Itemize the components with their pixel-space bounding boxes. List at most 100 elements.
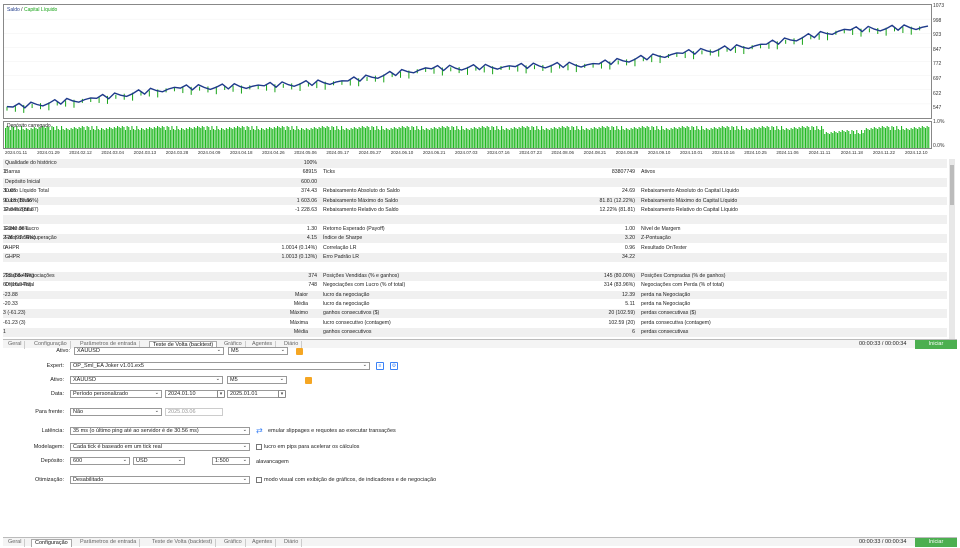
tab-graph[interactable]: Gráfico	[221, 539, 246, 547]
deposit-bar	[907, 129, 909, 148]
deposit-bar	[673, 127, 675, 148]
forward-select[interactable]: Não	[70, 408, 162, 416]
deposit-bar	[765, 128, 767, 148]
deposit-bar	[851, 130, 853, 148]
deposit-select[interactable]: 600	[70, 457, 130, 465]
deposit-bar	[430, 128, 432, 148]
stats-row: Perda Bruta -1 228.63 Rebaixamento Relativ…	[3, 206, 947, 215]
partial-symbol-select[interactable]: XAUUSD	[74, 347, 224, 355]
deposit-bar	[377, 129, 379, 148]
deposit-bar	[158, 127, 160, 148]
deposit-bar	[485, 128, 487, 148]
deposit-bar	[697, 129, 699, 148]
deposit-bar	[830, 132, 832, 148]
tab-graph[interactable]: Gráfico	[221, 341, 246, 349]
stats-cell: perda na Negociação	[641, 291, 691, 298]
date-mode-select[interactable]: Período personalizado	[70, 390, 162, 398]
stats-cell: 1.0014 (0.14%)	[281, 244, 317, 251]
legend-balance: Saldo	[7, 7, 20, 13]
deposit-bar	[667, 129, 669, 148]
stats-cell: Índice de Sharpe	[323, 235, 363, 242]
tab-settings[interactable]: Configuração	[31, 341, 71, 349]
tab-general[interactable]: Geral	[5, 539, 26, 547]
deposit-bar	[317, 129, 319, 148]
model-select[interactable]: Cada tick é baseado em um tick real	[70, 443, 250, 451]
deposit-bar	[161, 126, 163, 148]
tab-general[interactable]: Geral	[5, 341, 26, 349]
date-from-input[interactable]: 2024.01.10	[165, 390, 223, 398]
deposit-bar	[565, 128, 567, 148]
tab-bar-upper: Geral Configuração Parâmetros de entrada…	[3, 339, 957, 349]
deposit-bar	[622, 129, 624, 148]
deposit-bar	[131, 126, 133, 148]
tab-agents[interactable]: Agentes	[249, 341, 277, 349]
symbol-props-icon[interactable]	[296, 348, 303, 355]
inputs-edit-icon[interactable]: ≡	[376, 362, 384, 370]
pips-checkbox[interactable]	[256, 444, 262, 450]
tab-inputs[interactable]: Parâmetros de entrada	[77, 539, 141, 547]
tab-backtest[interactable]: Teste de Volta (backtest)	[149, 341, 218, 349]
deposit-bar	[896, 126, 898, 148]
deposit-bar	[288, 127, 290, 148]
deposit-bar	[379, 130, 381, 148]
deposit-bar	[646, 126, 648, 148]
stats-cell: GHPR	[5, 254, 20, 260]
stats-scrollbar[interactable]	[949, 159, 955, 339]
deposit-bar	[136, 126, 138, 148]
forward-date-input[interactable]: 2025.03.06	[165, 408, 223, 416]
deposit-bar	[261, 128, 263, 148]
tab-journal[interactable]: Diário	[281, 539, 303, 547]
tab-inputs[interactable]: Parâmetros de entrada	[77, 341, 141, 349]
tab-settings[interactable]: Configuração	[31, 539, 72, 547]
tab-backtest[interactable]: Teste de Volta (backtest)	[149, 539, 217, 547]
date-to-input[interactable]: 2025.01.01	[227, 390, 279, 398]
deposit-bar	[443, 127, 445, 148]
calendar-icon[interactable]: ▾	[217, 390, 225, 398]
stats-cell: Lucro Bruto	[5, 197, 32, 204]
deposit-bar	[134, 130, 136, 148]
deposit-bar	[339, 130, 341, 148]
optimization-label: Otimização:	[34, 477, 64, 483]
deposit-bar	[648, 127, 650, 148]
scrollbar-thumb[interactable]	[950, 165, 954, 205]
symbol-props-icon[interactable]	[305, 377, 312, 384]
timeframe-select[interactable]: M5	[227, 376, 287, 384]
deposit-bar	[590, 128, 592, 148]
symbol-select[interactable]: XAUUSD	[70, 376, 223, 384]
calendar-icon[interactable]: ▾	[278, 390, 286, 398]
leverage-select[interactable]: 1:500	[212, 457, 250, 465]
deposit-bar	[545, 128, 547, 148]
partial-timeframe-select[interactable]: M5	[228, 347, 288, 355]
stats-cell: 81.81 (12.22%)	[599, 197, 635, 204]
deposit-bar	[203, 127, 205, 148]
stats-row: Média ganhos consecutivos 6 perdas consecut…	[3, 328, 947, 337]
deposit-bar	[637, 129, 639, 148]
start-button[interactable]: Iniciar	[915, 340, 957, 349]
deposit-bar	[814, 130, 816, 148]
gear-icon[interactable]: ⚙	[390, 362, 398, 370]
deposit-bar	[707, 129, 709, 148]
deposit-bar	[217, 129, 219, 148]
visual-mode-checkbox[interactable]	[256, 477, 262, 483]
deposit-bar	[237, 126, 239, 148]
currency-select[interactable]: USD	[133, 457, 185, 465]
optimization-select[interactable]: Desabilitado	[70, 476, 250, 484]
deposit-bar	[467, 129, 469, 148]
expert-select[interactable]: OP_Sml_EA Joker v1.01.ex5	[70, 362, 370, 370]
deposit-bar	[755, 128, 757, 148]
start-button[interactable]: Iniciar	[915, 538, 957, 547]
deposit-bar	[85, 130, 87, 148]
deposit-bar	[373, 127, 375, 148]
deposit-bar	[353, 127, 355, 148]
stats-cell: 30.06	[3, 188, 16, 195]
deposit-bar	[94, 130, 96, 148]
deposit-bar	[310, 128, 312, 148]
stats-cell: Rebaixamento Relativo do Saldo	[323, 207, 399, 213]
tab-journal[interactable]: Diário	[281, 341, 303, 349]
latency-select[interactable]: 35 ms (o último ping até ao servidor é d…	[70, 427, 250, 435]
deposit-bar	[670, 128, 672, 148]
deposit-bar	[245, 130, 247, 148]
tab-agents[interactable]: Agentes	[249, 539, 277, 547]
slippage-icon[interactable]: ⇄	[256, 426, 263, 435]
deposit-bar	[877, 129, 879, 148]
